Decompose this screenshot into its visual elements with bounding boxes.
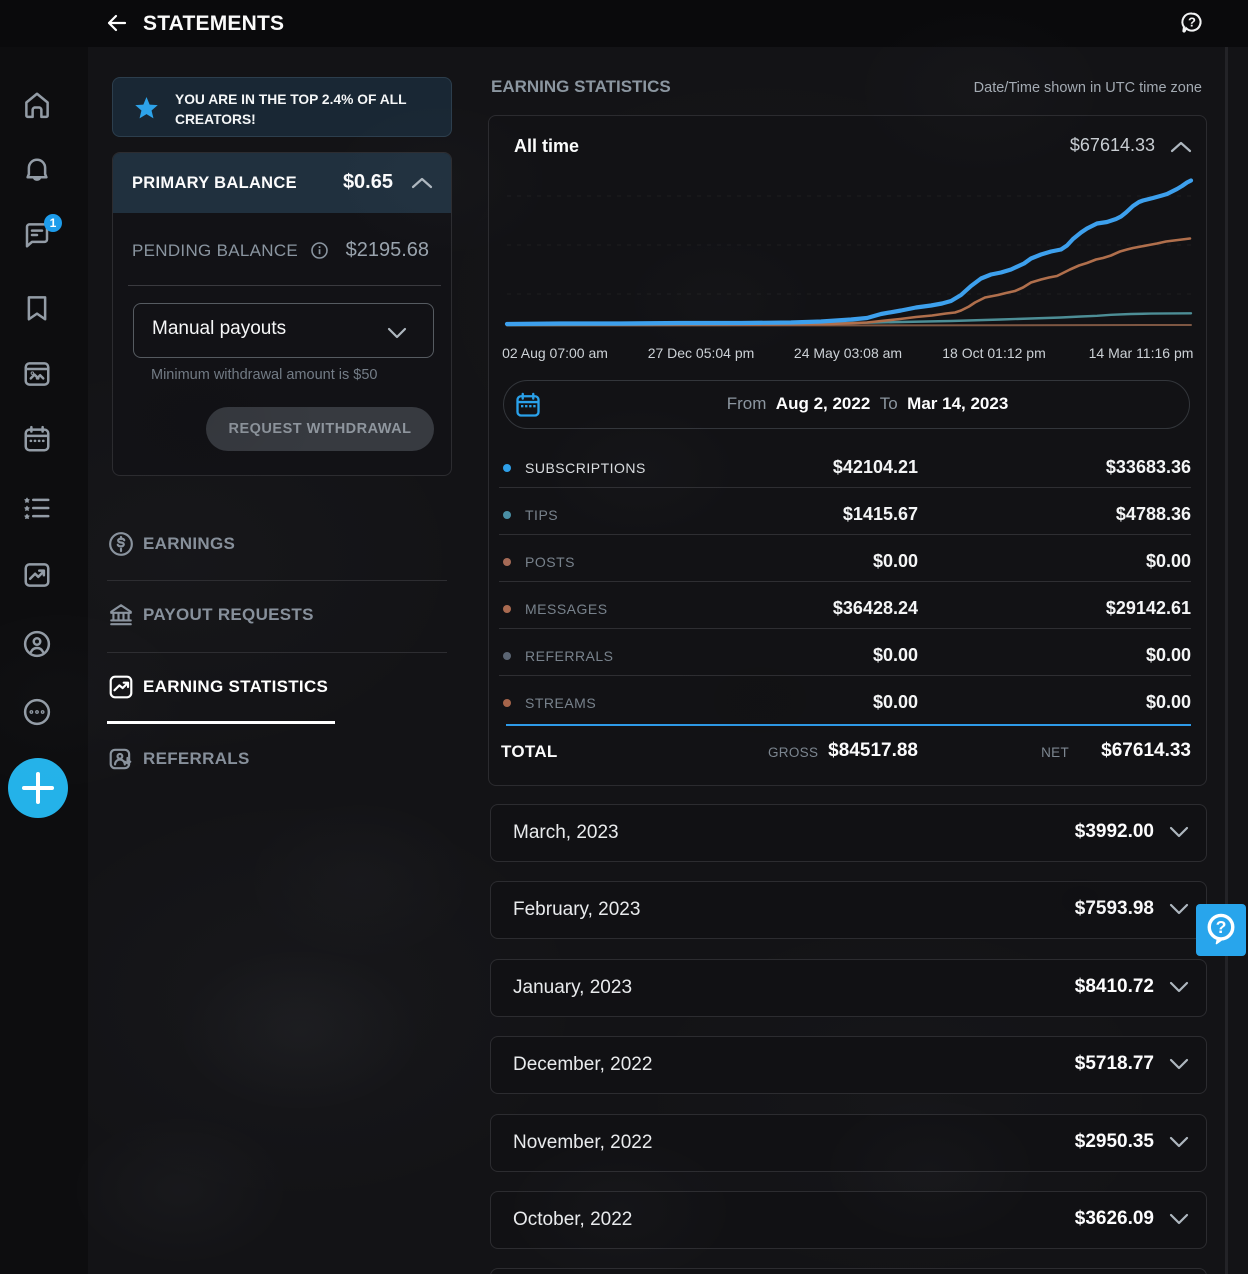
svg-text:?: ? bbox=[1216, 917, 1227, 937]
svg-text:?: ? bbox=[1188, 15, 1196, 30]
